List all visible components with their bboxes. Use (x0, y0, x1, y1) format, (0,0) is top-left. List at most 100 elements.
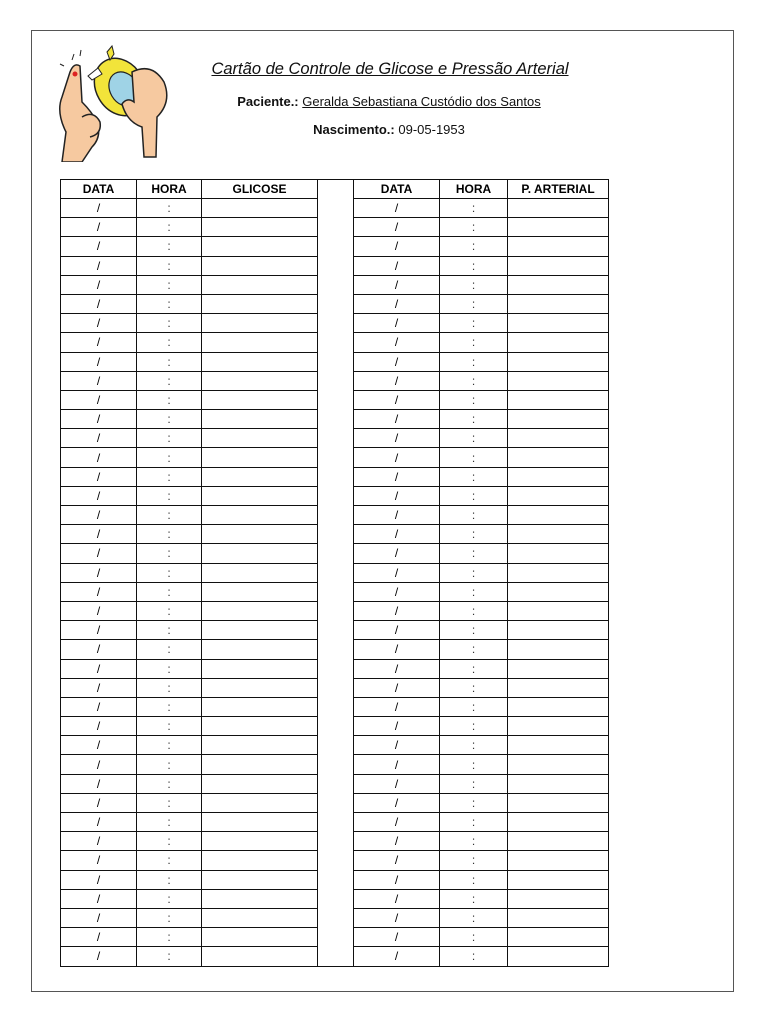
glucose-time-cell[interactable]: : (136, 351, 202, 372)
pressure-value-cell[interactable] (507, 888, 609, 909)
pressure-date-cell[interactable]: / (353, 581, 440, 602)
glucose-time-cell[interactable]: : (136, 831, 202, 852)
pressure-time-cell[interactable]: : (439, 811, 508, 833)
glucose-time-cell[interactable]: : (136, 927, 202, 948)
glucose-date-cell[interactable]: / (60, 293, 137, 315)
glucose-date-cell[interactable]: / (60, 792, 137, 814)
glucose-time-cell[interactable]: : (136, 255, 202, 276)
glucose-value-cell[interactable] (201, 677, 318, 698)
glucose-value-cell[interactable] (201, 831, 318, 852)
glucose-date-cell[interactable]: / (60, 811, 137, 833)
glucose-value-cell[interactable] (201, 370, 318, 391)
pressure-value-cell[interactable] (507, 428, 609, 449)
glucose-time-cell[interactable]: : (136, 907, 202, 929)
pressure-time-cell[interactable]: : (439, 447, 508, 468)
glucose-time-cell[interactable]: : (136, 677, 202, 698)
pressure-time-cell[interactable]: : (439, 907, 508, 929)
glucose-date-cell[interactable]: / (60, 236, 137, 257)
glucose-time-cell[interactable]: : (136, 485, 202, 507)
glucose-value-cell[interactable] (201, 620, 318, 641)
pressure-value-cell[interactable] (507, 370, 609, 391)
pressure-time-cell[interactable]: : (439, 850, 508, 871)
pressure-value-cell[interactable] (507, 658, 609, 679)
glucose-date-cell[interactable]: / (60, 313, 137, 334)
pressure-date-cell[interactable]: / (353, 620, 440, 641)
glucose-time-cell[interactable]: : (136, 370, 202, 391)
glucose-value-cell[interactable] (201, 485, 318, 507)
pressure-date-cell[interactable]: / (353, 869, 440, 890)
glucose-time-cell[interactable]: : (136, 236, 202, 257)
glucose-date-cell[interactable]: / (60, 409, 137, 430)
pressure-time-cell[interactable]: : (439, 274, 508, 295)
pressure-value-cell[interactable] (507, 792, 609, 814)
glucose-time-cell[interactable]: : (136, 658, 202, 679)
glucose-value-cell[interactable] (201, 524, 318, 545)
pressure-time-cell[interactable]: : (439, 236, 508, 257)
glucose-date-cell[interactable]: / (60, 466, 137, 487)
pressure-value-cell[interactable] (507, 217, 609, 238)
glucose-value-cell[interactable] (201, 447, 318, 468)
glucose-date-cell[interactable]: / (60, 255, 137, 276)
glucose-time-cell[interactable]: : (136, 735, 202, 756)
pressure-value-cell[interactable] (507, 811, 609, 833)
pressure-time-cell[interactable]: : (439, 716, 508, 737)
glucose-date-cell[interactable]: / (60, 217, 137, 238)
pressure-value-cell[interactable] (507, 485, 609, 507)
glucose-date-cell[interactable]: / (60, 562, 137, 583)
pressure-time-cell[interactable]: : (439, 332, 508, 353)
glucose-date-cell[interactable]: / (60, 332, 137, 353)
glucose-time-cell[interactable]: : (136, 293, 202, 315)
pressure-time-cell[interactable]: : (439, 792, 508, 814)
pressure-time-cell[interactable]: : (439, 927, 508, 948)
pressure-date-cell[interactable]: / (353, 293, 440, 315)
glucose-date-cell[interactable]: / (60, 389, 137, 411)
pressure-value-cell[interactable] (507, 293, 609, 315)
pressure-date-cell[interactable]: / (353, 543, 440, 564)
pressure-date-cell[interactable]: / (353, 370, 440, 391)
glucose-date-cell[interactable]: / (60, 850, 137, 871)
pressure-time-cell[interactable]: : (439, 485, 508, 507)
pressure-date-cell[interactable]: / (353, 236, 440, 257)
pressure-value-cell[interactable] (507, 197, 609, 219)
pressure-date-cell[interactable]: / (353, 409, 440, 430)
pressure-value-cell[interactable] (507, 716, 609, 737)
pressure-time-cell[interactable]: : (439, 658, 508, 679)
pressure-date-cell[interactable]: / (353, 428, 440, 449)
glucose-time-cell[interactable]: : (136, 562, 202, 583)
pressure-time-cell[interactable]: : (439, 428, 508, 449)
glucose-time-cell[interactable]: : (136, 716, 202, 737)
pressure-date-cell[interactable]: / (353, 658, 440, 679)
glucose-date-cell[interactable]: / (60, 773, 137, 794)
pressure-time-cell[interactable]: : (439, 735, 508, 756)
pressure-date-cell[interactable]: / (353, 811, 440, 833)
glucose-date-cell[interactable]: / (60, 754, 137, 775)
pressure-date-cell[interactable]: / (353, 927, 440, 948)
glucose-time-cell[interactable]: : (136, 313, 202, 334)
pressure-time-cell[interactable]: : (439, 773, 508, 794)
glucose-date-cell[interactable]: / (60, 370, 137, 391)
glucose-date-cell[interactable]: / (60, 946, 137, 967)
pressure-value-cell[interactable] (507, 620, 609, 641)
glucose-time-cell[interactable]: : (136, 946, 202, 967)
pressure-time-cell[interactable]: : (439, 255, 508, 276)
pressure-value-cell[interactable] (507, 946, 609, 967)
glucose-date-cell[interactable]: / (60, 543, 137, 564)
glucose-time-cell[interactable]: : (136, 792, 202, 814)
glucose-time-cell[interactable]: : (136, 466, 202, 487)
glucose-value-cell[interactable] (201, 466, 318, 487)
pressure-time-cell[interactable]: : (439, 696, 508, 718)
pressure-time-cell[interactable]: : (439, 217, 508, 238)
glucose-time-cell[interactable]: : (136, 620, 202, 641)
glucose-value-cell[interactable] (201, 888, 318, 909)
pressure-date-cell[interactable]: / (353, 677, 440, 698)
pressure-value-cell[interactable] (507, 600, 609, 622)
glucose-value-cell[interactable] (201, 293, 318, 315)
pressure-time-cell[interactable]: : (439, 581, 508, 602)
glucose-date-cell[interactable]: / (60, 504, 137, 526)
glucose-date-cell[interactable]: / (60, 907, 137, 929)
pressure-value-cell[interactable] (507, 735, 609, 756)
pressure-time-cell[interactable]: : (439, 562, 508, 583)
pressure-time-cell[interactable]: : (439, 197, 508, 219)
pressure-value-cell[interactable] (507, 850, 609, 871)
pressure-date-cell[interactable]: / (353, 255, 440, 276)
